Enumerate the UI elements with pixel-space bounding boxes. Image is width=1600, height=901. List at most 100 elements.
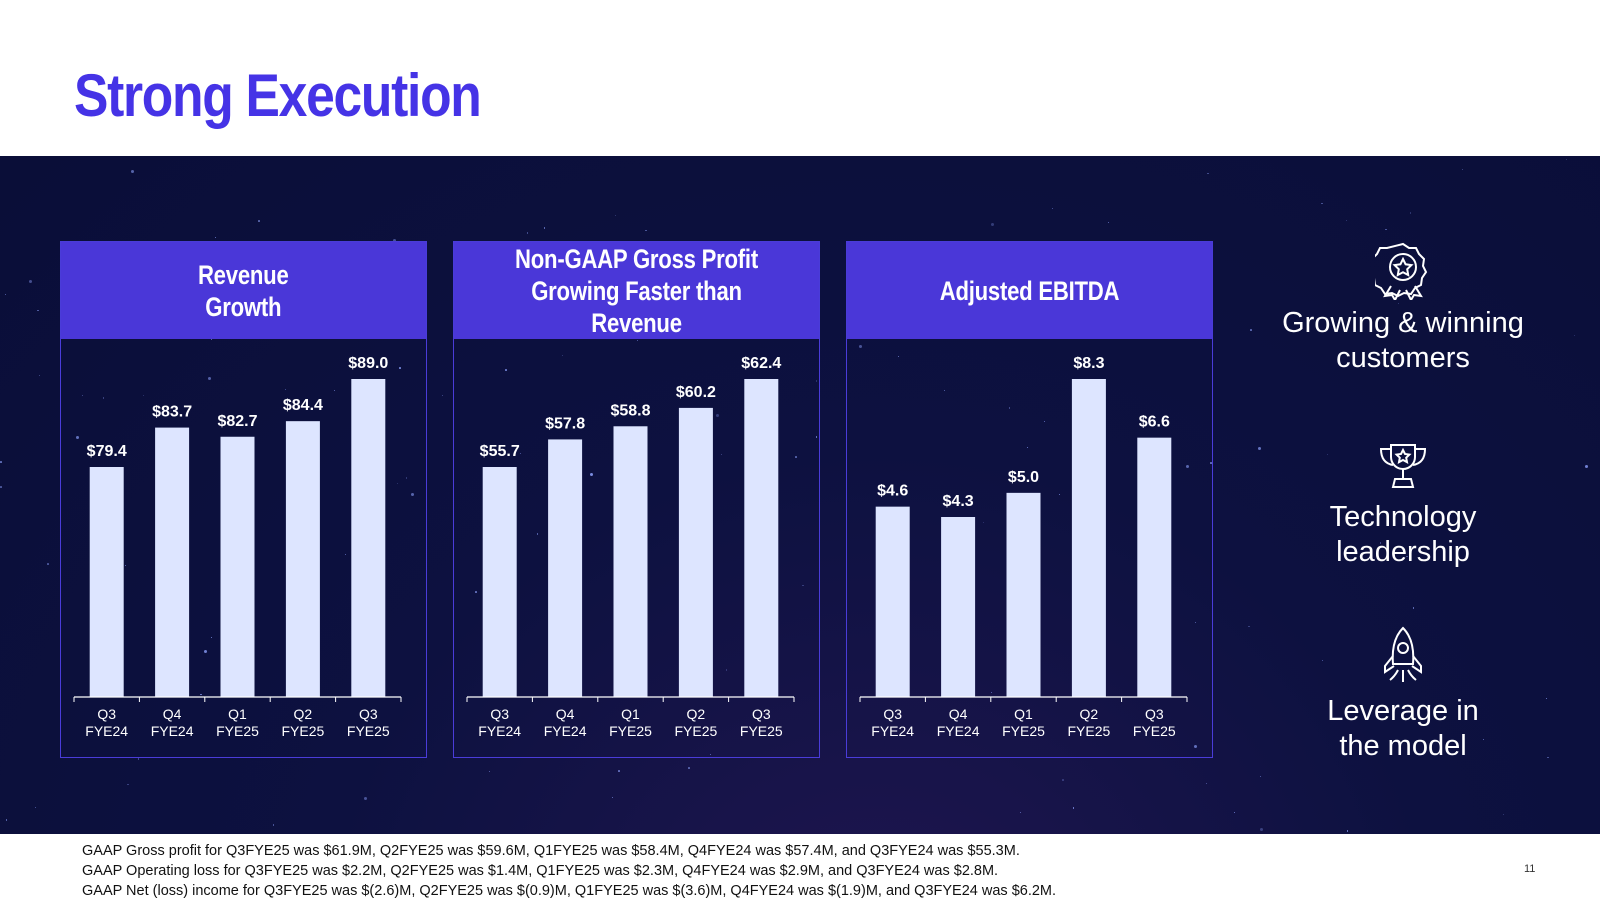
tick-label: Q3 — [883, 706, 902, 722]
tick-label: Q2 — [687, 706, 706, 722]
star-dot — [561, 354, 563, 356]
star-dot — [519, 453, 521, 455]
data-label: $4.3 — [943, 493, 974, 510]
chart-title: Non-GAAP Gross Profit Growing Faster tha… — [515, 243, 758, 338]
star-dot — [1547, 756, 1549, 759]
bar — [941, 517, 976, 697]
star-dot — [526, 232, 529, 234]
star-dot — [1078, 356, 1080, 359]
star-dot — [1398, 302, 1400, 304]
side-item-label: Leverage in the model — [1327, 695, 1479, 762]
data-label: $57.8 — [545, 415, 585, 432]
page-title: Strong Execution — [74, 62, 482, 129]
data-label: $89.0 — [348, 355, 388, 372]
star-dot — [214, 236, 216, 238]
star-dot — [614, 215, 616, 217]
data-label: $62.4 — [741, 355, 781, 372]
star-dot — [721, 453, 723, 455]
bar — [285, 421, 320, 697]
tick-label: FYE25 — [347, 723, 390, 739]
bar — [613, 426, 648, 697]
data-label: $84.4 — [283, 397, 323, 414]
star-dot — [1195, 621, 1197, 623]
tick-label: FYE24 — [544, 723, 587, 739]
tick-label: FYE24 — [85, 723, 128, 739]
tick-label: FYE25 — [674, 723, 717, 739]
revenue-growth-chart-panel: Revenue Growth $79.4 Q3 FYE24 $83.7 Q4 FYE24 $… — [60, 241, 427, 758]
bar — [1006, 492, 1041, 697]
tick-label: FYE25 — [609, 723, 652, 739]
star-dot — [1248, 625, 1250, 628]
star-dot — [47, 563, 49, 565]
tick-label: FYE25 — [216, 723, 259, 739]
star-dot — [990, 691, 992, 693]
side-item-leverage: Leverage in the model — [1248, 626, 1558, 764]
star-dot — [203, 649, 207, 653]
star-dot — [543, 227, 546, 229]
star-dot — [0, 486, 2, 488]
data-label: $55.7 — [480, 443, 520, 460]
star-dot — [1233, 812, 1235, 814]
star-dot — [125, 564, 127, 566]
side-item-label: Growing & winning customers — [1282, 307, 1524, 374]
star-dot — [76, 435, 80, 439]
tick-label: FYE25 — [1002, 723, 1045, 739]
star-dot — [1346, 830, 1349, 832]
bar — [678, 407, 713, 697]
star-dot — [1026, 447, 1028, 449]
star-dot — [399, 367, 401, 369]
side-item-customers: Growing & winning customers — [1248, 240, 1558, 376]
star-dot — [858, 345, 862, 349]
star-dot — [636, 339, 639, 342]
star-dot — [1206, 782, 1208, 784]
bar — [548, 439, 583, 697]
star-dot — [441, 395, 443, 397]
star-dot — [710, 754, 712, 756]
adjusted-ebitda-chart: $4.6Q3FYE24$4.3Q4FYE24$5.0Q1FYE25$8.3Q2F… — [859, 355, 1188, 739]
star-dot — [715, 413, 719, 417]
data-label: $6.6 — [1139, 414, 1170, 431]
star-dot — [688, 767, 690, 769]
star-dot — [1059, 494, 1061, 496]
tick-label: Q4 — [163, 706, 182, 722]
star-dot — [1379, 542, 1382, 544]
side-item-technology: Technology leadership — [1248, 442, 1558, 570]
star-dot — [363, 796, 367, 800]
star-dot — [137, 758, 140, 760]
dark-content-band: Revenue Growth $79.4 Q3 FYE24 $83.7 Q4 FYE24 $… — [0, 156, 1600, 834]
star-dot — [29, 279, 33, 283]
star-dot — [1584, 465, 1588, 469]
tick-label: FYE25 — [1067, 723, 1110, 739]
star-dot — [1545, 697, 1548, 700]
star-dot — [1385, 228, 1387, 231]
star-dot — [1406, 555, 1408, 558]
side-item-label: Technology leadership — [1329, 501, 1477, 568]
star-dot — [1210, 462, 1212, 464]
footnote-gross-profit: GAAP Gross profit for Q3FYE25 was $61.9M… — [82, 843, 1020, 859]
star-dot — [1517, 318, 1520, 321]
star-dot — [505, 369, 507, 371]
star-dot — [1321, 202, 1323, 205]
star-dot — [645, 229, 647, 232]
star-dot — [130, 170, 134, 174]
gross-profit-chart-panel: Non-GAAP Gross Profit Growing Faster tha… — [453, 241, 820, 758]
trophy-icon — [1379, 444, 1427, 488]
bar — [351, 379, 386, 697]
page-number: 11 — [1524, 863, 1536, 875]
tick-label: Q3 — [490, 706, 509, 722]
data-label: $8.3 — [1073, 355, 1104, 372]
tick-label: Q3 — [752, 706, 771, 722]
star-dot — [4, 294, 6, 296]
tick-label: FYE24 — [478, 723, 521, 739]
star-dot — [37, 309, 39, 312]
data-label: $82.7 — [217, 413, 257, 430]
star-dot — [1019, 811, 1021, 813]
rocket-icon — [1384, 626, 1422, 682]
tick-label: Q3 — [1145, 706, 1164, 722]
bar — [875, 506, 910, 697]
data-label: $60.2 — [676, 384, 716, 401]
tick-label: Q2 — [294, 706, 313, 722]
tick-label: Q2 — [1080, 706, 1099, 722]
chart-title: Adjusted EBITDA — [939, 275, 1120, 306]
star-dot — [618, 770, 620, 772]
